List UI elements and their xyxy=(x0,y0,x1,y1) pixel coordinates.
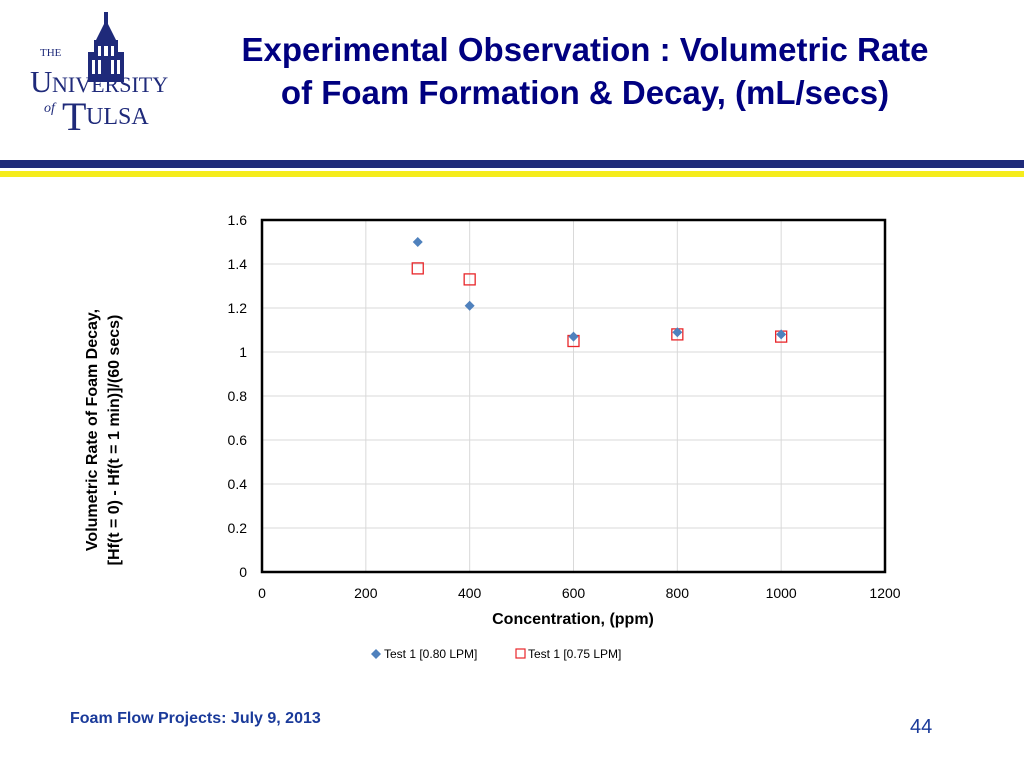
svg-text:THE: THE xyxy=(40,47,62,59)
slide-title: Experimental Observation : Volumetric Ra… xyxy=(160,28,1010,114)
legend-label-series-1: Test 1 [0.80 LPM] xyxy=(384,647,477,661)
legend-marker-series-1 xyxy=(371,649,381,659)
y-axis-label-line-2: [Hf(t = 0) - Hf(t = 1 min)]/(60 secs) xyxy=(106,315,123,566)
x-tick-label: 400 xyxy=(458,585,482,601)
svg-text:NIVERSITY: NIVERSITY xyxy=(52,72,168,97)
data-points xyxy=(411,237,788,348)
y-tick-label: 1 xyxy=(239,344,247,360)
footer-project: Foam Flow Projects: July 9, 2013 xyxy=(70,710,321,727)
x-tick-label: 1200 xyxy=(869,585,900,601)
x-axis-label: Concentration, (ppm) xyxy=(492,611,654,628)
y-tick-label: 1.6 xyxy=(228,212,248,228)
data-point-series-2 xyxy=(411,262,424,275)
header-rule-navy xyxy=(0,160,1024,168)
x-tick-label: 1000 xyxy=(766,585,797,601)
y-tick-label: 0.6 xyxy=(228,432,248,448)
header-rule-yellow xyxy=(0,171,1024,177)
data-point-series-2 xyxy=(463,273,476,286)
y-tick-label: 0.2 xyxy=(228,520,248,536)
data-point-series-1 xyxy=(672,327,683,338)
tick-labels: 0 200 400 600 800 1000 1200 0 0.2 0.4 0.6 0.8 1 1.2 1.… xyxy=(228,212,901,601)
svg-text:of: of xyxy=(44,101,57,116)
page-number: 44 xyxy=(910,716,933,738)
x-tick-label: 200 xyxy=(354,585,378,601)
plot-area-border xyxy=(260,218,887,574)
x-tick-label: 600 xyxy=(562,585,586,601)
legend: Test 1 [0.80 LPM] Test 1 [0.75 LPM] xyxy=(371,647,621,661)
data-point-series-1 xyxy=(464,300,475,311)
title-line-2: of Foam Formation & Decay, (mL/secs) xyxy=(280,74,890,111)
data-point-series-1 xyxy=(568,331,579,342)
legend-marker-series-2 xyxy=(515,648,526,659)
y-tick-label: 1.4 xyxy=(228,256,248,272)
legend-label-series-2: Test 1 [0.75 LPM] xyxy=(528,647,621,661)
y-axis-label-line-1: Volumetric Rate of Foam Decay, xyxy=(84,309,101,551)
y-tick-label: 1.2 xyxy=(228,300,248,316)
x-tick-label: 800 xyxy=(666,585,690,601)
y-tick-label: 0.8 xyxy=(228,388,248,404)
y-tick-label: 0 xyxy=(239,564,247,580)
svg-text:T: T xyxy=(62,94,86,139)
title-line-1: Experimental Observation : Volumetric Ra… xyxy=(241,31,929,68)
data-point-series-1 xyxy=(412,237,423,247)
svg-text:ULSA: ULSA xyxy=(86,104,149,130)
x-tick-label: 0 xyxy=(258,585,266,601)
grid-layer xyxy=(261,219,886,573)
data-point-series-1 xyxy=(776,329,787,340)
svg-text:U: U xyxy=(30,64,52,99)
university-logo: THE U NIVERSITY of T ULSA xyxy=(30,12,168,139)
y-tick-label: 0.4 xyxy=(228,476,248,492)
